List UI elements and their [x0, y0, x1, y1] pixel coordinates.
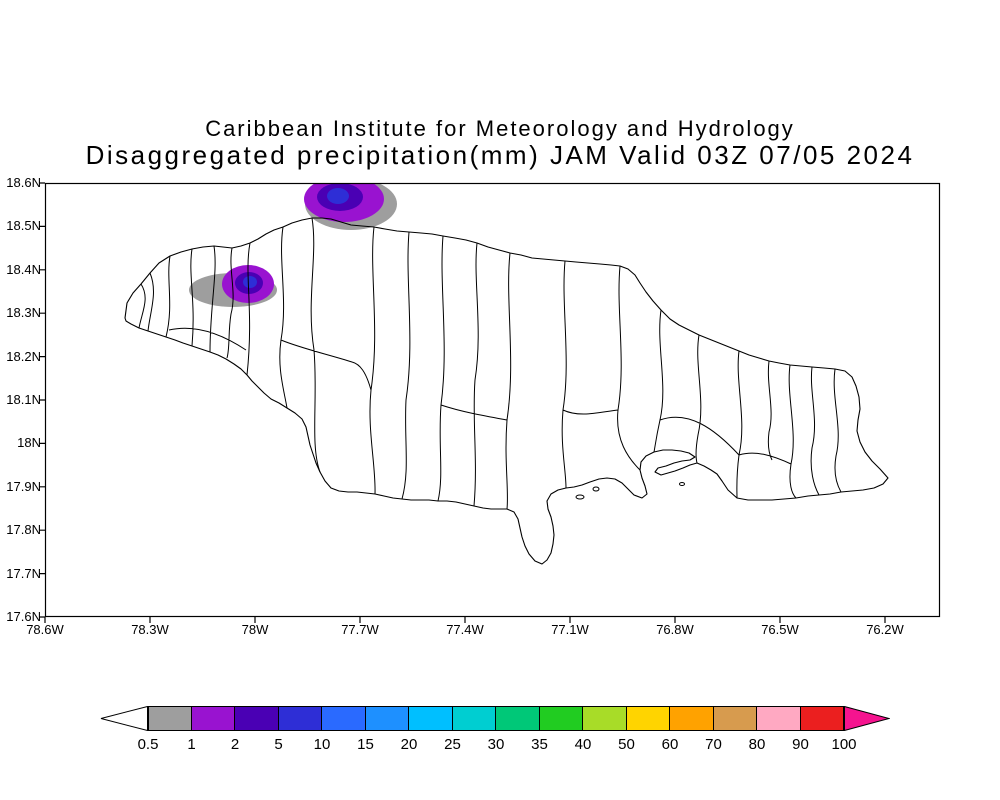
colorbar-tick-label: 20 — [400, 736, 418, 753]
colorbar-tick-label: 35 — [531, 736, 548, 753]
colorbar-segment — [496, 706, 540, 731]
colorbar-segment — [409, 706, 453, 731]
colorbar-over-arrow — [844, 706, 890, 731]
colorbar-tick-label: 2 — [230, 736, 240, 753]
x-tick-label: 78.6W — [26, 622, 64, 637]
y-tick-label: 18.5N — [6, 218, 41, 233]
colorbar-segment — [713, 706, 757, 731]
x-tick-label: 77.7W — [341, 622, 379, 637]
y-tick-label: 17.8N — [6, 522, 41, 537]
colorbar-segment — [365, 706, 409, 731]
colorbar-tick-label: 40 — [574, 736, 592, 753]
colorbar-tick-label: 30 — [487, 736, 505, 753]
x-tick-label: 76.2W — [866, 622, 904, 637]
colorbar-tick-label: 10 — [313, 736, 331, 753]
colorbar-segment — [452, 706, 496, 731]
colorbar-tick-label: 100 — [831, 736, 857, 753]
colorbar-segment — [148, 706, 192, 731]
x-tick-label: 76.5W — [761, 622, 799, 637]
x-tick-label: 76.8W — [656, 622, 694, 637]
colorbar-segment — [322, 706, 366, 731]
colorbar-tick-label: 60 — [661, 736, 679, 753]
y-tick-label: 18.4N — [6, 262, 41, 277]
x-tick-label: 78.3W — [131, 622, 169, 637]
precipitation-shading — [189, 183, 397, 307]
x-tick-label: 77.4W — [446, 622, 484, 637]
colorbar-under-arrow — [100, 706, 148, 731]
y-tick-label: 18.2N — [6, 349, 41, 364]
y-tick-label: 18.3N — [6, 305, 41, 320]
y-tick-label: 17.9N — [6, 479, 41, 494]
colorbar-tick-label: 15 — [357, 736, 374, 753]
precip-cell-north-core-5 — [327, 188, 349, 204]
colorbar-segment — [278, 706, 322, 731]
page-title-product: Disaggregated precipitation(mm) JAM Vali… — [85, 140, 915, 170]
colorbar-tick-label: 70 — [705, 736, 722, 753]
y-tick-label: 18.6N — [6, 175, 41, 190]
colorbar-segment — [670, 706, 714, 731]
colorbar-segment — [539, 706, 583, 731]
y-tick-label: 18.1N — [6, 392, 41, 407]
colorbar-tick-label: 90 — [792, 736, 809, 753]
y-tick-label: 17.6N — [6, 609, 41, 624]
colorbar-tick-label: 50 — [618, 736, 635, 753]
colorbar-legend: 0.5 1 2 5 10 15 20 25 30 35 40 50 60 70 … — [100, 706, 892, 766]
colorbar-bar — [100, 706, 892, 731]
offshore-cays — [575, 482, 685, 500]
page-title-institute: Caribbean Institute for Meteorology and … — [205, 116, 795, 141]
y-tick-label: 18N — [17, 435, 41, 450]
colorbar-tick-label: 5 — [274, 736, 283, 753]
colorbar-tick-label: 0.5 — [137, 736, 159, 753]
colorbar-tick-label: 1 — [187, 736, 196, 753]
precip-cell-west-core-5 — [243, 276, 257, 288]
colorbar-tick-label: 25 — [444, 736, 461, 753]
colorbar-segment — [757, 706, 801, 731]
colorbar-segment — [191, 706, 235, 731]
jamaica-coastline — [124, 217, 889, 565]
colorbar-segment — [583, 706, 627, 731]
x-axis-ticks — [44, 617, 886, 623]
watershed-boundaries — [138, 217, 842, 510]
y-tick-label: 17.7N — [6, 566, 41, 581]
colorbar-segment — [235, 706, 279, 731]
colorbar-segment — [626, 706, 670, 731]
x-tick-label: 78W — [241, 622, 269, 637]
y-axis-ticks — [39, 182, 45, 618]
x-tick-label: 77.1W — [551, 622, 589, 637]
colorbar-tick-label: 80 — [748, 736, 766, 753]
plot-frame — [44, 182, 941, 618]
colorbar-segment — [800, 706, 844, 731]
